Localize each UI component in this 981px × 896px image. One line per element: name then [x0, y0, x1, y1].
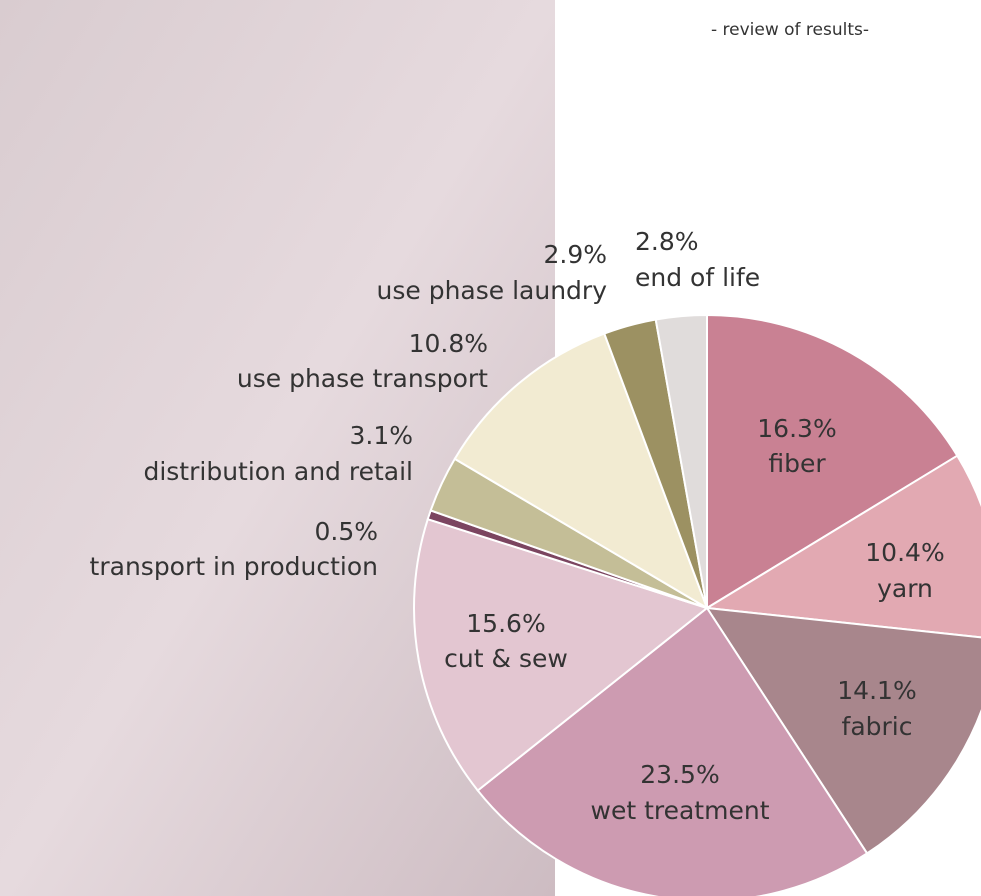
value-label: 23.5% [640, 760, 719, 789]
pie-slice [476, 606, 869, 896]
value-label: 10.4% [865, 538, 944, 567]
category-label: wet treatment [591, 796, 770, 825]
pie-slice [654, 313, 708, 609]
category-label: fiber [768, 449, 826, 478]
category-label: end of life [635, 263, 760, 292]
value-label: 0.5% [314, 517, 378, 546]
value-label: 3.1% [349, 421, 413, 450]
pie-slice [413, 517, 710, 792]
category-label: use phase transport [237, 364, 488, 393]
category-label: transport in production [90, 552, 378, 581]
value-label: 16.3% [757, 414, 836, 443]
value-label: 10.8% [409, 329, 488, 358]
subtitle: - review of results- [711, 20, 869, 40]
pie [413, 313, 981, 896]
value-label: 14.1% [837, 676, 916, 705]
category-label: yarn [877, 574, 933, 603]
pie-slice [703, 454, 981, 639]
value-label: 15.6% [466, 609, 545, 638]
category-label: cut & sew [444, 644, 568, 673]
pie-slice [706, 313, 959, 610]
pie-slice [453, 332, 709, 611]
category-label: fabric [842, 712, 913, 741]
value-label: 2.9% [543, 240, 607, 269]
category-label: distribution and retail [143, 457, 413, 486]
pie-slice [705, 606, 981, 855]
labels: 16.3% fiber 10.4% yarn 14.1% fabric 23.5% wet t… [90, 227, 945, 825]
category-label: use phase laundry [377, 276, 608, 305]
value-label: 2.8% [635, 227, 699, 256]
